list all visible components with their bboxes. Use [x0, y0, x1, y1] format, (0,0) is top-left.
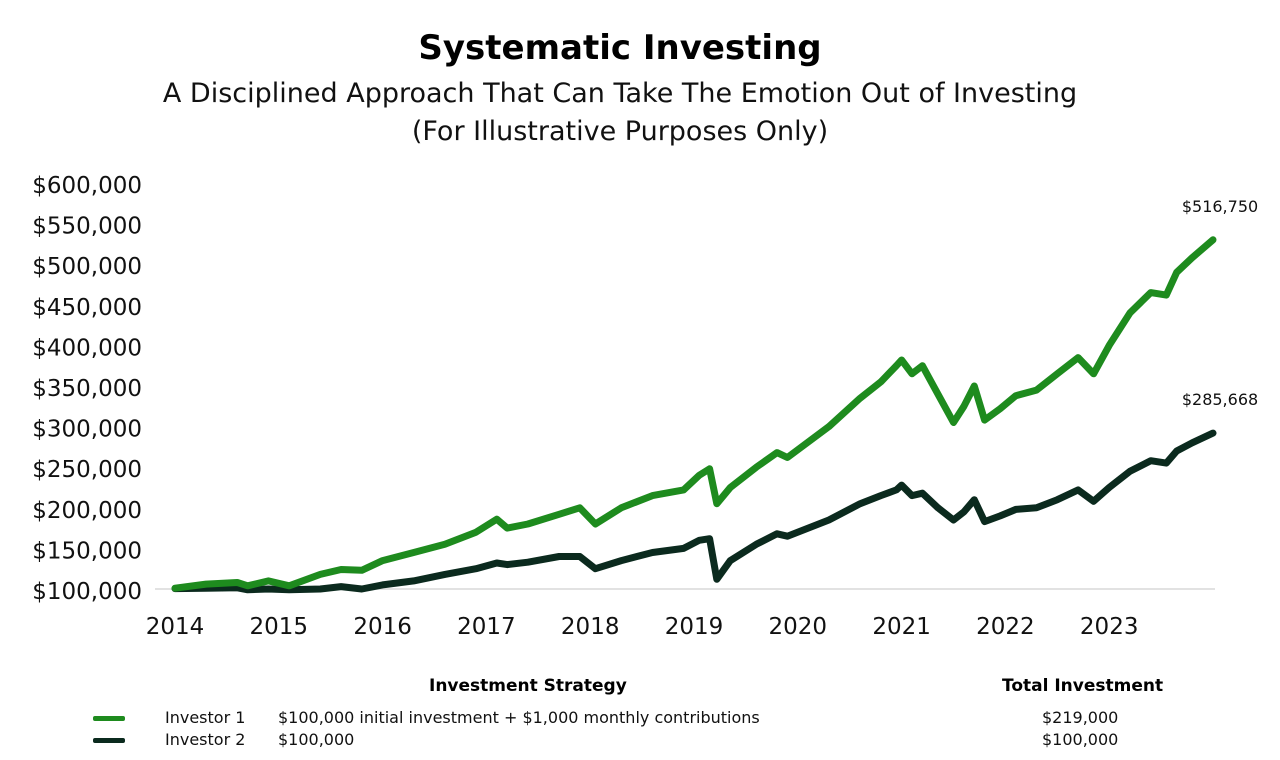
y-axis: $100,000 $150,000 $200,000 $250,000 $300,000…: [32, 173, 1215, 605]
series-layer: [171, 236, 1217, 594]
series-line-investor-1: [171, 236, 1217, 592]
x-tick-label: 2018: [561, 614, 620, 640]
y-tick-label: $200,000: [32, 498, 142, 524]
legend-total: $100,000: [1042, 730, 1119, 749]
end-value-label-investor-2: $285,668: [1182, 390, 1258, 409]
legend-row-investor-2: Investor 2 $100,000 $100,000: [0, 730, 1280, 752]
chart-title: Systematic Investing: [418, 28, 822, 68]
legend-name: Investor 1: [165, 708, 246, 727]
y-tick-label: $250,000: [32, 457, 142, 483]
y-tick-label: $350,000: [32, 376, 142, 402]
legend-strategy: $100,000 initial investment + $1,000 mon…: [278, 708, 760, 727]
y-tick-label: $100,000: [32, 579, 142, 605]
legend-name: Investor 2: [165, 730, 246, 749]
y-tick-label: $450,000: [32, 295, 142, 321]
y-tick-label: $500,000: [32, 254, 142, 280]
line-chart: $100,000 $150,000 $200,000 $250,000 $300,000…: [32, 173, 1258, 640]
series-line-investor-2: [171, 429, 1217, 594]
legend-swatch-investor-2: [93, 738, 125, 743]
chart-disclaimer: (For Illustrative Purposes Only): [411, 116, 829, 147]
legend-strategy-header: Investment Strategy: [429, 676, 627, 696]
x-tick-label: 2023: [1080, 614, 1139, 640]
x-tick-label: 2016: [353, 614, 412, 640]
legend-swatch-investor-1: [93, 716, 125, 721]
legend-row-investor-1: Investor 1 $100,000 initial investment +…: [0, 708, 1280, 730]
x-tick-label: 2015: [250, 614, 309, 640]
chart-subtitle: A Disciplined Approach That Can Take The…: [162, 78, 1078, 109]
legend-strategy: $100,000: [278, 730, 355, 749]
x-tick-label: 2020: [769, 614, 828, 640]
end-value-label-investor-1: $516,750: [1182, 197, 1258, 216]
y-tick-label: $550,000: [32, 214, 142, 240]
y-tick-label: $400,000: [32, 335, 142, 361]
legend-total: $219,000: [1042, 708, 1119, 727]
x-axis: 2014 2015 2016 2017 2018 2019 2020 2021 2022 2023: [146, 614, 1139, 640]
legend-total-header: Total Investment: [1002, 676, 1164, 696]
x-tick-label: 2014: [146, 614, 205, 640]
y-tick-label: $600,000: [32, 173, 142, 199]
end-labels: $516,750 $285,668: [1182, 197, 1258, 409]
y-tick-label: $300,000: [32, 417, 142, 443]
x-tick-label: 2022: [976, 614, 1035, 640]
y-tick-label: $150,000: [32, 538, 142, 564]
x-tick-label: 2021: [872, 614, 931, 640]
x-tick-label: 2017: [457, 614, 516, 640]
x-tick-label: 2019: [665, 614, 724, 640]
